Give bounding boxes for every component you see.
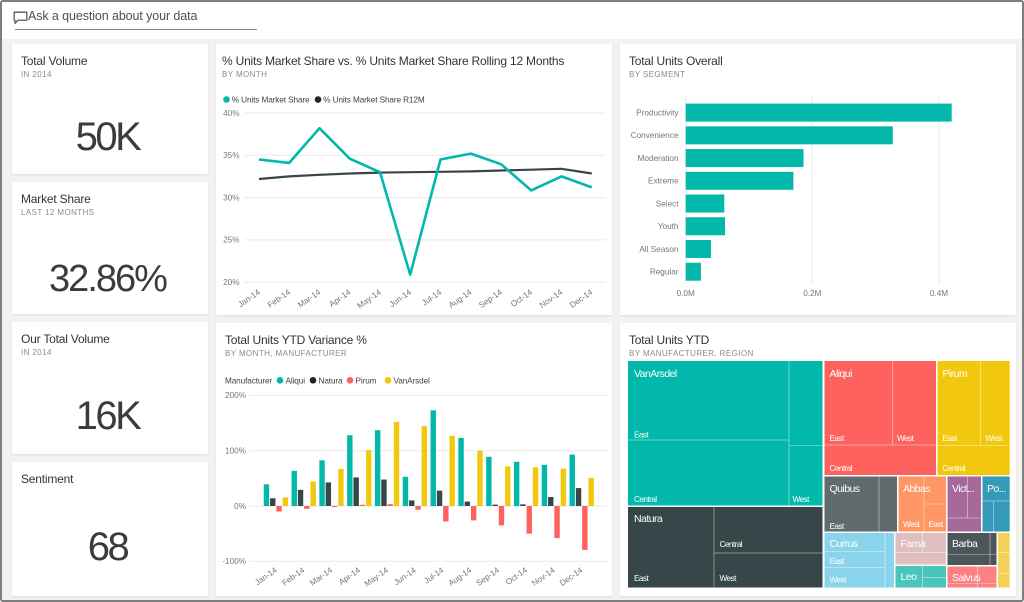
svg-text:West: West — [830, 576, 848, 585]
svg-text:Apr-14: Apr-14 — [337, 565, 362, 586]
svg-text:Regular: Regular — [650, 268, 679, 277]
svg-text:East: East — [634, 431, 649, 440]
svg-text:Central: Central — [830, 464, 853, 473]
svg-text:West: West — [720, 574, 738, 583]
svg-text:Quibus: Quibus — [830, 483, 860, 495]
svg-text:-100%: -100% — [222, 557, 246, 566]
svg-text:Natura: Natura — [319, 376, 344, 385]
svg-text:Po...: Po... — [987, 483, 1006, 495]
svg-text:Aliqui: Aliqui — [830, 368, 853, 380]
svg-text:0%: 0% — [234, 502, 246, 511]
svg-text:30%: 30% — [223, 193, 239, 202]
svg-text:% Units Market Share R12M: % Units Market Share R12M — [323, 95, 425, 104]
svg-text:West: West — [986, 434, 1004, 443]
svg-text:Moderation: Moderation — [638, 154, 679, 163]
svg-text:Pirum: Pirum — [943, 368, 968, 380]
svg-text:Oct-14: Oct-14 — [509, 287, 534, 308]
svg-text:Jul-14: Jul-14 — [420, 287, 443, 307]
svg-text:35%: 35% — [223, 151, 239, 160]
svg-text:Jun-14: Jun-14 — [388, 287, 414, 309]
svg-text:Dec-14: Dec-14 — [568, 287, 595, 309]
svg-text:Dec-14: Dec-14 — [558, 565, 585, 587]
svg-text:Mar-14: Mar-14 — [308, 565, 334, 587]
svg-text:Jan-14: Jan-14 — [253, 565, 279, 587]
svg-text:West: West — [793, 495, 811, 504]
svg-text:Feb-14: Feb-14 — [266, 287, 292, 309]
svg-text:West: West — [897, 434, 915, 443]
svg-text:Select: Select — [656, 199, 679, 208]
svg-text:May-14: May-14 — [363, 565, 390, 588]
svg-text:Extreme: Extreme — [648, 177, 679, 186]
svg-text:May-14: May-14 — [356, 287, 383, 310]
svg-text:20%: 20% — [223, 278, 239, 287]
svg-text:Vict...: Vict... — [952, 483, 974, 495]
svg-text:Aug-14: Aug-14 — [447, 287, 474, 309]
svg-text:Abbas: Abbas — [903, 483, 930, 495]
svg-text:VanArsdel: VanArsdel — [394, 376, 431, 385]
svg-text:25%: 25% — [223, 236, 239, 245]
svg-text:East: East — [634, 574, 649, 583]
svg-text:Jun-14: Jun-14 — [392, 565, 418, 587]
svg-text:Sep-14: Sep-14 — [477, 287, 504, 309]
svg-text:Productivity: Productivity — [636, 108, 679, 117]
svg-text:Aliqui: Aliqui — [286, 376, 306, 385]
svg-text:Oct-14: Oct-14 — [504, 565, 529, 586]
svg-text:Jan-14: Jan-14 — [236, 287, 262, 309]
svg-text:Central: Central — [720, 540, 743, 549]
svg-text:West: West — [903, 520, 921, 529]
svg-text:Convenience: Convenience — [631, 131, 679, 140]
svg-text:VanArsdel: VanArsdel — [634, 368, 677, 380]
svg-text:0.4M: 0.4M — [930, 289, 948, 298]
svg-text:Youth: Youth — [658, 222, 679, 231]
svg-text:Fama: Fama — [901, 538, 926, 550]
svg-text:Central: Central — [634, 495, 657, 504]
svg-text:Apr-14: Apr-14 — [328, 287, 353, 308]
svg-text:Central: Central — [943, 464, 966, 473]
svg-text:Aug-14: Aug-14 — [447, 565, 474, 587]
svg-text:Barba: Barba — [952, 538, 978, 550]
svg-text:0.0M: 0.0M — [677, 289, 695, 298]
svg-text:East: East — [830, 434, 845, 443]
svg-text:Manufacturer: Manufacturer — [225, 376, 272, 385]
svg-text:% Units Market Share: % Units Market Share — [232, 95, 310, 104]
svg-text:0.2M: 0.2M — [803, 289, 821, 298]
svg-text:Salvus: Salvus — [952, 572, 981, 584]
svg-text:All Season: All Season — [639, 245, 679, 254]
svg-text:Leo: Leo — [901, 571, 918, 583]
svg-text:Jul-14: Jul-14 — [422, 565, 445, 585]
svg-text:Nov-14: Nov-14 — [530, 565, 557, 587]
svg-text:Mar-14: Mar-14 — [296, 287, 322, 309]
svg-text:East: East — [830, 522, 845, 531]
svg-text:East: East — [943, 434, 958, 443]
svg-text:Feb-14: Feb-14 — [280, 565, 306, 587]
svg-text:East: East — [929, 520, 944, 529]
svg-text:Pirum: Pirum — [356, 376, 377, 385]
svg-text:East: East — [830, 557, 845, 566]
svg-text:100%: 100% — [225, 447, 246, 456]
svg-text:200%: 200% — [225, 391, 246, 400]
svg-text:Currus: Currus — [830, 538, 859, 550]
svg-text:Nov-14: Nov-14 — [538, 287, 565, 309]
svg-text:Sep-14: Sep-14 — [475, 565, 502, 587]
svg-text:40%: 40% — [223, 109, 239, 118]
svg-text:Natura: Natura — [634, 513, 663, 525]
